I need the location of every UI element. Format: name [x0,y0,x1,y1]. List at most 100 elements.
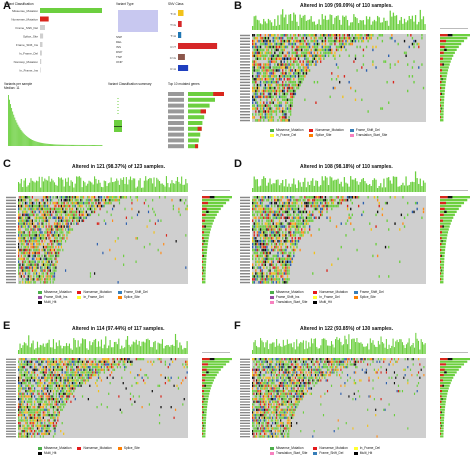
mutation-cell [49,379,52,382]
gene-freq-bar [440,63,450,66]
gene-freq-bar-nonsense [440,225,443,228]
mutation-cell [56,231,58,234]
gene-freq-bar [202,360,230,363]
mutation-cell [53,204,56,208]
mutation-cell [286,107,289,110]
mutation-cell [312,39,314,43]
mutation-cell [80,374,82,377]
mutation-cell [275,89,278,93]
top-gene-bar [188,138,199,143]
mutation-cell [56,248,58,252]
legend-item: Missense_Mutation [270,290,307,294]
tmb-bar [403,18,406,30]
mutation-cell [329,34,331,37]
mutation-cell [63,395,65,398]
tmb-bar [80,343,82,354]
mutation-cell [27,248,29,252]
mutation-cell [266,86,268,90]
mutation-cell [267,66,270,69]
mutation-cell [367,196,369,199]
mutation-cell [47,376,49,379]
mutation-cell [283,278,285,281]
mutation-cell [73,387,75,390]
tmb-bar [421,19,423,30]
tmb-bar [84,182,86,192]
mutation-cell [20,248,22,252]
mutation-cell [277,228,279,231]
mutation-cell [267,210,270,214]
tmb-bar [134,342,136,354]
mutation-cell [305,63,308,66]
mutation-cell [283,78,285,81]
mutation-cell [397,60,399,63]
mutation-cell [20,254,22,258]
mutation-cell [163,242,165,246]
mutation-cell [66,201,68,205]
gene-freq-bar [202,392,210,395]
mutation-cell [261,213,263,217]
mutation-cell [22,260,24,264]
mutation-cell [25,390,27,393]
mutation-cell [403,216,406,220]
tmb-bar [118,338,120,354]
mutation-cell [89,374,91,377]
mutation-cell [58,242,60,246]
gene-name [6,273,16,275]
mutation-cell [291,83,293,87]
mutation-cell [48,414,50,417]
variant-class-label: Frame_Shift_Del [15,26,38,30]
mutation-cell [119,358,121,361]
legend-item: Translation_Start_Site [270,300,307,304]
mutation-cell [29,360,31,363]
gene-name [6,226,16,228]
mutation-cell [52,245,54,249]
mutation-cell [26,376,28,379]
mutation-cell [307,48,309,52]
mutation-cell [54,414,56,417]
mutation-cell [280,104,282,107]
outlier [117,107,119,108]
mutation-cell [288,228,290,231]
mutation-cell [41,225,43,228]
mutation-cell [73,210,75,214]
mutation-cell [36,360,39,363]
mutation-cell [321,42,323,46]
mutation-cell [252,104,254,107]
mutation-cell [42,275,45,278]
mutation-cell [55,414,58,417]
mutation-cell [340,245,342,249]
mutation-cell [62,248,64,252]
mutation-cell [29,254,31,258]
mutation-cell [25,360,27,363]
mutation-cell [266,63,268,66]
mutation-cell [18,257,20,261]
mutation-cell [99,366,101,369]
variant-type-label: TNP [116,55,122,59]
mutation-cell [30,237,32,240]
mutation-cell [23,213,25,217]
mutation-cell [291,51,293,55]
mutation-cell [310,48,312,52]
mutation-cell [255,198,257,202]
mutation-cell [256,245,259,249]
mutation-cell [128,358,130,361]
mutation-cell [68,387,71,390]
mutation-cell [105,198,107,202]
mutation-cell [32,432,34,435]
mutation-cell [267,278,270,281]
mutation-cell [87,371,89,374]
mutation-cell [280,275,282,278]
mutation-cell [335,204,338,208]
mutation-cell [269,119,271,122]
mutation-cell [282,222,284,225]
mutation-cell [100,363,103,366]
mutation-cell [272,34,274,37]
tmb-bar [340,24,342,30]
mutation-cell [283,251,285,255]
mutation-cell [79,376,81,379]
mutation-cell [64,374,66,377]
mutation-cell [47,379,49,382]
mutation-cell [81,196,83,199]
mutation-cell [49,403,52,406]
mutation-cell [280,263,282,266]
